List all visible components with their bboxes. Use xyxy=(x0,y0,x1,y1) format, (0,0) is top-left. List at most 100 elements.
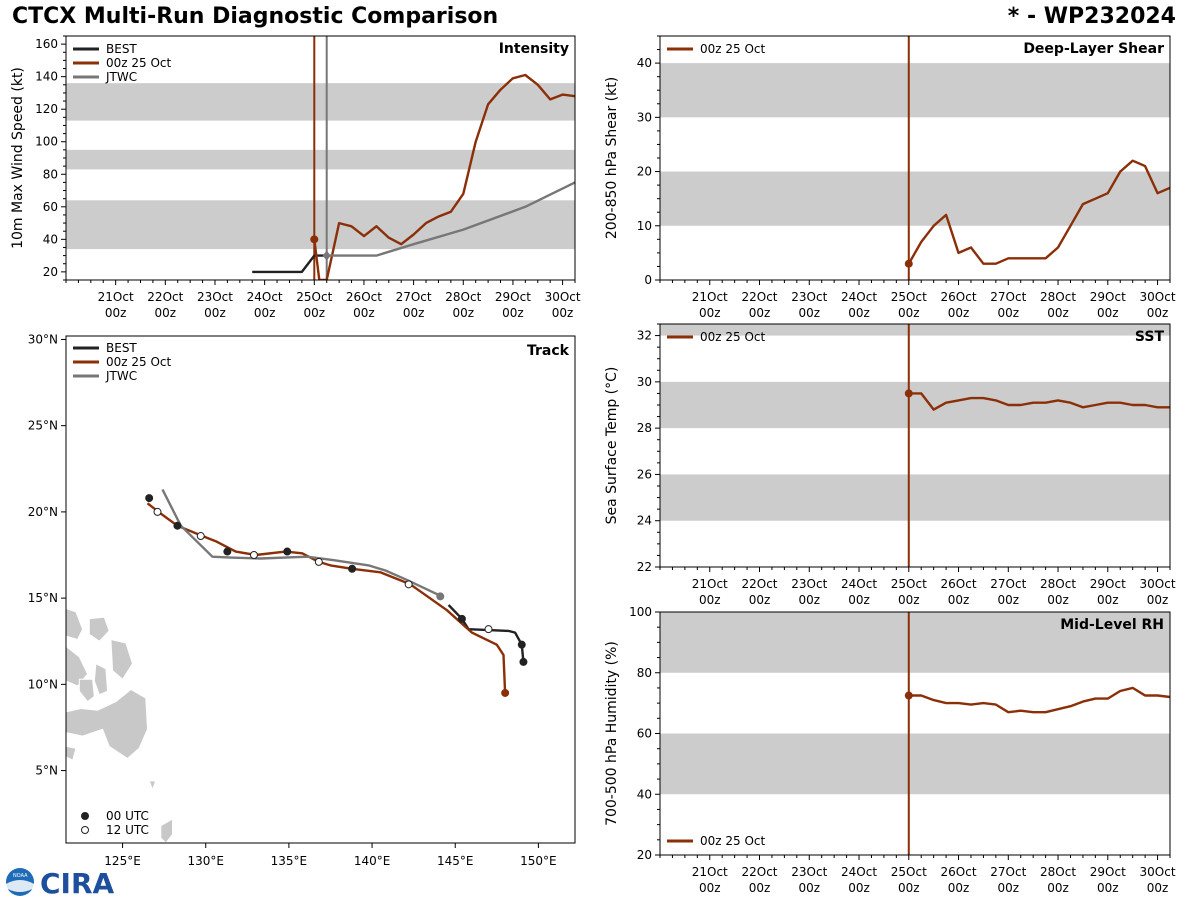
x-tick-label-day: 27Oct xyxy=(990,865,1026,879)
x-tick-label-hour: 00z xyxy=(798,881,820,895)
y-axis-label: 200-850 hPa Shear (kt) xyxy=(604,77,620,239)
storm-id: * - WP232024 xyxy=(1007,4,1176,29)
x-tick-label-hour: 00z xyxy=(898,306,920,320)
panel-title: Mid-Level RH xyxy=(1060,617,1164,633)
track-point-00utc xyxy=(173,521,182,530)
x-tick-label-day: 29Oct xyxy=(1090,290,1126,304)
x-tick-label-day: 24Oct xyxy=(841,865,877,879)
x-tick-label-day: 29Oct xyxy=(495,290,531,304)
x-tick-label-day: 27Oct xyxy=(990,290,1026,304)
y-tick-label: 22 xyxy=(637,560,652,574)
plot-frame xyxy=(65,335,576,844)
panel-track: 125°E 130°E 135°E 140°E 145°E 150°E 5°N 10°N 15°… xyxy=(28,332,576,868)
x-tick-label-day: 25Oct xyxy=(891,290,927,304)
shaded-band xyxy=(660,63,1170,118)
y-tick-label: 30 xyxy=(637,375,652,389)
x-tick-label-hour: 00z xyxy=(1097,881,1119,895)
y-tick-label: 100 xyxy=(629,605,652,619)
panel-sst: 22 24 26 28 30 32 21Oct 00z 22Oct 00z 23Oct 00z 24Oc… xyxy=(604,323,1176,607)
series-line-run xyxy=(907,159,1170,265)
x-tick-label-hour: 00z xyxy=(155,306,177,320)
x-tick-label-day: 25Oct xyxy=(891,865,927,879)
y-tick-label: 40 xyxy=(637,56,652,70)
logo-text: CIRA xyxy=(40,867,114,898)
y-tick-label: 20 xyxy=(43,265,58,279)
legend-marker-00utc xyxy=(81,812,89,820)
x-tick-label-hour: 00z xyxy=(848,881,870,895)
panel-title: Track xyxy=(527,343,570,359)
series-line-jtwc xyxy=(326,181,575,257)
track-point-12utc xyxy=(153,507,162,516)
series-line-run xyxy=(908,392,1170,411)
x-tick-label-hour: 00z xyxy=(1147,881,1169,895)
x-tick-label-hour: 00z xyxy=(848,593,870,607)
legend-marker-12utc xyxy=(81,826,89,834)
legend-label: 12 UTC xyxy=(106,823,149,837)
shaded-band xyxy=(660,381,1170,429)
landmass xyxy=(66,688,149,760)
landmass xyxy=(110,638,134,680)
x-tick-label-hour: 00z xyxy=(699,306,721,320)
x-tick-label-hour: 00z xyxy=(948,306,970,320)
panel-intensity: 20 40 60 80 100 120 140 160 21Oct 00z 22Oct 00z 23Oc… xyxy=(10,35,581,320)
x-tick-label-hour: 00z xyxy=(1097,593,1119,607)
y-tick-label: 0 xyxy=(644,273,652,287)
y-tick-label: 30°N xyxy=(28,332,58,346)
x-tick-label: 140°E xyxy=(354,854,391,868)
x-tick-label-day: 27Oct xyxy=(990,577,1026,591)
shaded-band xyxy=(660,474,1170,521)
x-tick-label-hour: 00z xyxy=(948,881,970,895)
panel-shear: 0 10 20 30 40 21Oct 00z 22Oct 00z 23Oct 00z 24Oct 00… xyxy=(604,35,1176,320)
x-tick-label-day: 30Oct xyxy=(1140,577,1176,591)
page-title: CTCX Multi-Run Diagnostic Comparison xyxy=(12,4,499,29)
landmass xyxy=(93,662,109,696)
x-tick-label-day: 28Oct xyxy=(1040,865,1076,879)
x-tick-label-hour: 00z xyxy=(403,306,425,320)
y-tick-label: 120 xyxy=(35,102,58,116)
x-tick-label-hour: 00z xyxy=(798,306,820,320)
y-tick-label: 60 xyxy=(43,200,58,214)
x-tick-label-hour: 00z xyxy=(898,593,920,607)
x-tick-label-day: 26Oct xyxy=(941,290,977,304)
y-tick-label: 30 xyxy=(637,110,652,124)
x-tick-label-hour: 00z xyxy=(1047,881,1069,895)
shaded-band xyxy=(660,733,1170,795)
y-tick-label: 26 xyxy=(637,467,652,481)
shaded-band xyxy=(66,149,575,170)
x-tick-label: 130°E xyxy=(187,854,224,868)
y-axis-label: Sea Surface Temp (°C) xyxy=(604,367,620,525)
x-tick-label-day: 26Oct xyxy=(941,865,977,879)
track-point-12utc xyxy=(404,580,413,589)
legend-label: BEST xyxy=(106,42,137,56)
shaded-band xyxy=(660,171,1170,226)
legend-label: 00 UTC xyxy=(106,809,149,823)
x-tick-label-hour: 00z xyxy=(1097,306,1119,320)
panel-title: Deep-Layer Shear xyxy=(1023,41,1164,57)
y-tick-label: 80 xyxy=(43,167,58,181)
track-point-00utc xyxy=(223,547,232,556)
x-tick-label-hour: 00z xyxy=(998,593,1020,607)
x-tick-label-day: 27Oct xyxy=(396,290,432,304)
x-tick-label-day: 23Oct xyxy=(197,290,233,304)
x-tick-label: 125°E xyxy=(104,854,141,868)
track-point-12utc xyxy=(196,532,205,541)
x-tick-label-day: 21Oct xyxy=(692,865,728,879)
x-tick-label-hour: 00z xyxy=(998,881,1020,895)
x-tick-label-day: 25Oct xyxy=(891,577,927,591)
x-tick-label-day: 23Oct xyxy=(791,865,827,879)
marker-run xyxy=(904,259,913,268)
x-tick-label-day: 30Oct xyxy=(1140,865,1176,879)
marker-jtwc xyxy=(322,250,331,261)
track-point-00utc xyxy=(519,657,528,666)
x-tick-label-hour: 00z xyxy=(1147,593,1169,607)
legend-label: 00z 25 Oct xyxy=(106,355,172,369)
shaded-band xyxy=(66,83,575,121)
x-tick-label-hour: 00z xyxy=(304,306,326,320)
x-tick-label-day: 26Oct xyxy=(941,577,977,591)
x-tick-label-hour: 00z xyxy=(848,306,870,320)
x-tick-label-hour: 00z xyxy=(948,593,970,607)
legend-label: 00z 25 Oct xyxy=(700,834,766,848)
y-axis-label: 10m Max Wind Speed (kt) xyxy=(10,67,26,249)
y-tick-label: 10°N xyxy=(28,677,58,691)
